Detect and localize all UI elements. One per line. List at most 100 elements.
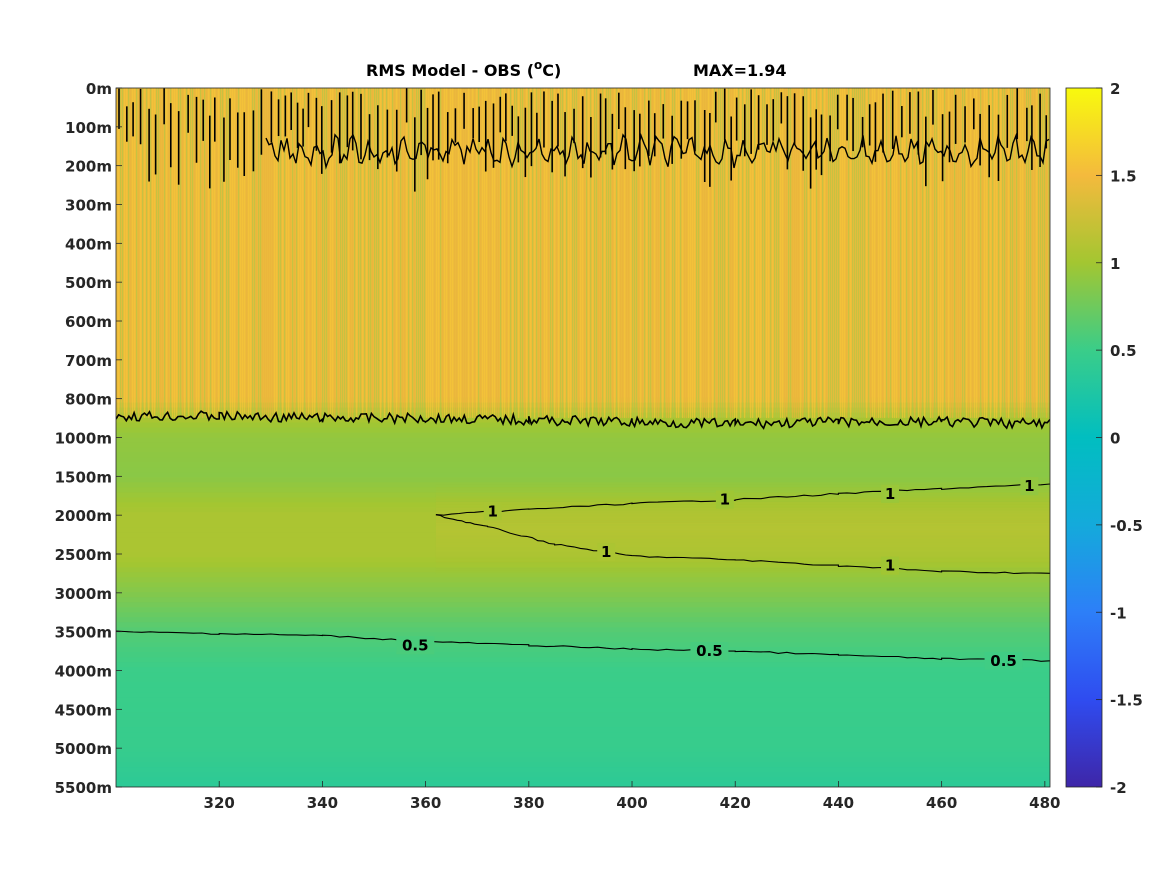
heatmap-streak <box>692 88 694 419</box>
heatmap-streak <box>560 88 562 419</box>
heatmap-streak <box>220 88 222 419</box>
heatmap-streak <box>338 88 340 419</box>
heatmap-band <box>116 607 1050 613</box>
heatmap-band <box>116 452 1050 459</box>
heatmap-streak <box>434 88 436 419</box>
heatmap-streak <box>818 88 820 419</box>
contour-label-bg <box>396 636 435 655</box>
heatmap-streak <box>266 88 268 419</box>
heatmap-band <box>116 702 1050 708</box>
heatmap-streak <box>736 88 738 419</box>
heatmap-streak <box>592 88 594 419</box>
heatmap-streak <box>186 88 188 419</box>
heatmap-streak <box>236 88 238 419</box>
heatmap-streak <box>172 88 174 419</box>
heatmap-streak <box>370 88 372 419</box>
heatmap-streak <box>802 88 804 419</box>
heatmap-streak <box>874 88 876 419</box>
heatmap-streak <box>146 88 148 419</box>
heatmap-streak <box>892 88 894 419</box>
heatmap-streak <box>536 88 538 419</box>
heatmap-streak <box>458 88 460 419</box>
heatmap-streak <box>504 88 506 419</box>
heatmap-streak <box>634 88 636 419</box>
heatmap-streak <box>826 88 828 419</box>
heatmap-streak <box>844 88 846 419</box>
heatmap-streak <box>256 88 258 419</box>
heatmap-streak <box>1024 88 1026 419</box>
heatmap-streak <box>698 88 700 419</box>
heatmap-streak <box>970 88 972 419</box>
heatmap-streak <box>884 88 886 419</box>
heatmap-streak <box>126 88 128 419</box>
heatmap-streak <box>1032 88 1034 419</box>
heatmap-streak <box>804 88 806 419</box>
heatmap-streak <box>726 88 728 419</box>
heatmap-streak <box>574 88 576 419</box>
heatmap-streak <box>780 88 782 419</box>
heatmap-streak <box>1030 88 1032 419</box>
heatmap-band <box>435 561 1050 566</box>
heatmap-streak <box>696 88 698 419</box>
heatmap-streak <box>528 88 530 419</box>
heatmap-band <box>116 567 1050 573</box>
heatmap-streak <box>670 88 672 419</box>
heatmap-band <box>435 564 1050 569</box>
heatmap-streak <box>880 88 882 419</box>
heatmap-band <box>435 504 1050 509</box>
heatmap-streak <box>642 88 644 419</box>
heatmap-streak <box>408 88 410 419</box>
heatmap-streak <box>300 88 302 419</box>
heatmap-streak <box>854 88 856 419</box>
heatmap-streak <box>392 88 394 419</box>
x-tick-label: 420 <box>720 794 751 812</box>
heatmap-streak <box>912 88 914 419</box>
heatmap-streak <box>460 88 462 419</box>
contour-label: 1 <box>885 485 895 503</box>
heatmap-streak <box>948 88 950 419</box>
heatmap-streak <box>222 88 224 419</box>
heatmap-streak <box>926 88 928 419</box>
heatmap-streak <box>320 88 322 419</box>
heatmap-band <box>116 552 1050 558</box>
heatmap-streak <box>262 88 264 419</box>
heatmap-streak <box>328 88 330 419</box>
heatmap-streak <box>180 88 182 419</box>
heatmap-streak <box>990 88 992 419</box>
heatmap-streak <box>252 88 254 419</box>
heatmap-streak <box>896 88 898 419</box>
y-axis: 0m 100m 200m 300m 400m 500m 600m 700m 800m 1000m 1… <box>55 80 122 797</box>
heatmap-band <box>435 549 1050 554</box>
heatmap-streak <box>384 88 386 419</box>
heatmap-streak <box>488 88 490 419</box>
heatmap-streak <box>1022 88 1024 419</box>
heatmap-streak <box>916 88 918 419</box>
heatmap-band <box>116 657 1050 663</box>
heatmap-streak <box>628 88 630 419</box>
heatmap-streak <box>380 88 382 419</box>
heatmap-streak <box>904 88 906 419</box>
heatmap-streak <box>302 88 304 419</box>
contour-label: 0.5 <box>990 652 1017 670</box>
heatmap-streak <box>774 88 776 419</box>
heatmap-streak <box>246 88 248 419</box>
heatmap-band <box>116 672 1050 678</box>
heatmap-band <box>116 627 1050 633</box>
heatmap-streak <box>744 88 746 419</box>
heatmap-streak <box>930 88 932 419</box>
heatmap-band <box>116 707 1050 713</box>
title-suffix: C) <box>542 61 561 80</box>
heatmap-streak <box>674 88 676 419</box>
heatmap-streak <box>750 88 752 419</box>
heatmap-streak <box>760 88 762 419</box>
heatmap-streak <box>420 88 422 419</box>
heatmap-streak <box>836 88 838 419</box>
heatmap-streak <box>224 88 226 419</box>
heatmap-streak <box>812 88 814 419</box>
heatmap-streak <box>988 88 990 419</box>
x-tick-label: 440 <box>823 794 854 812</box>
heatmap-streak <box>824 88 826 419</box>
heatmap-streak <box>690 88 692 419</box>
y-tick-label: 300m <box>65 197 112 215</box>
